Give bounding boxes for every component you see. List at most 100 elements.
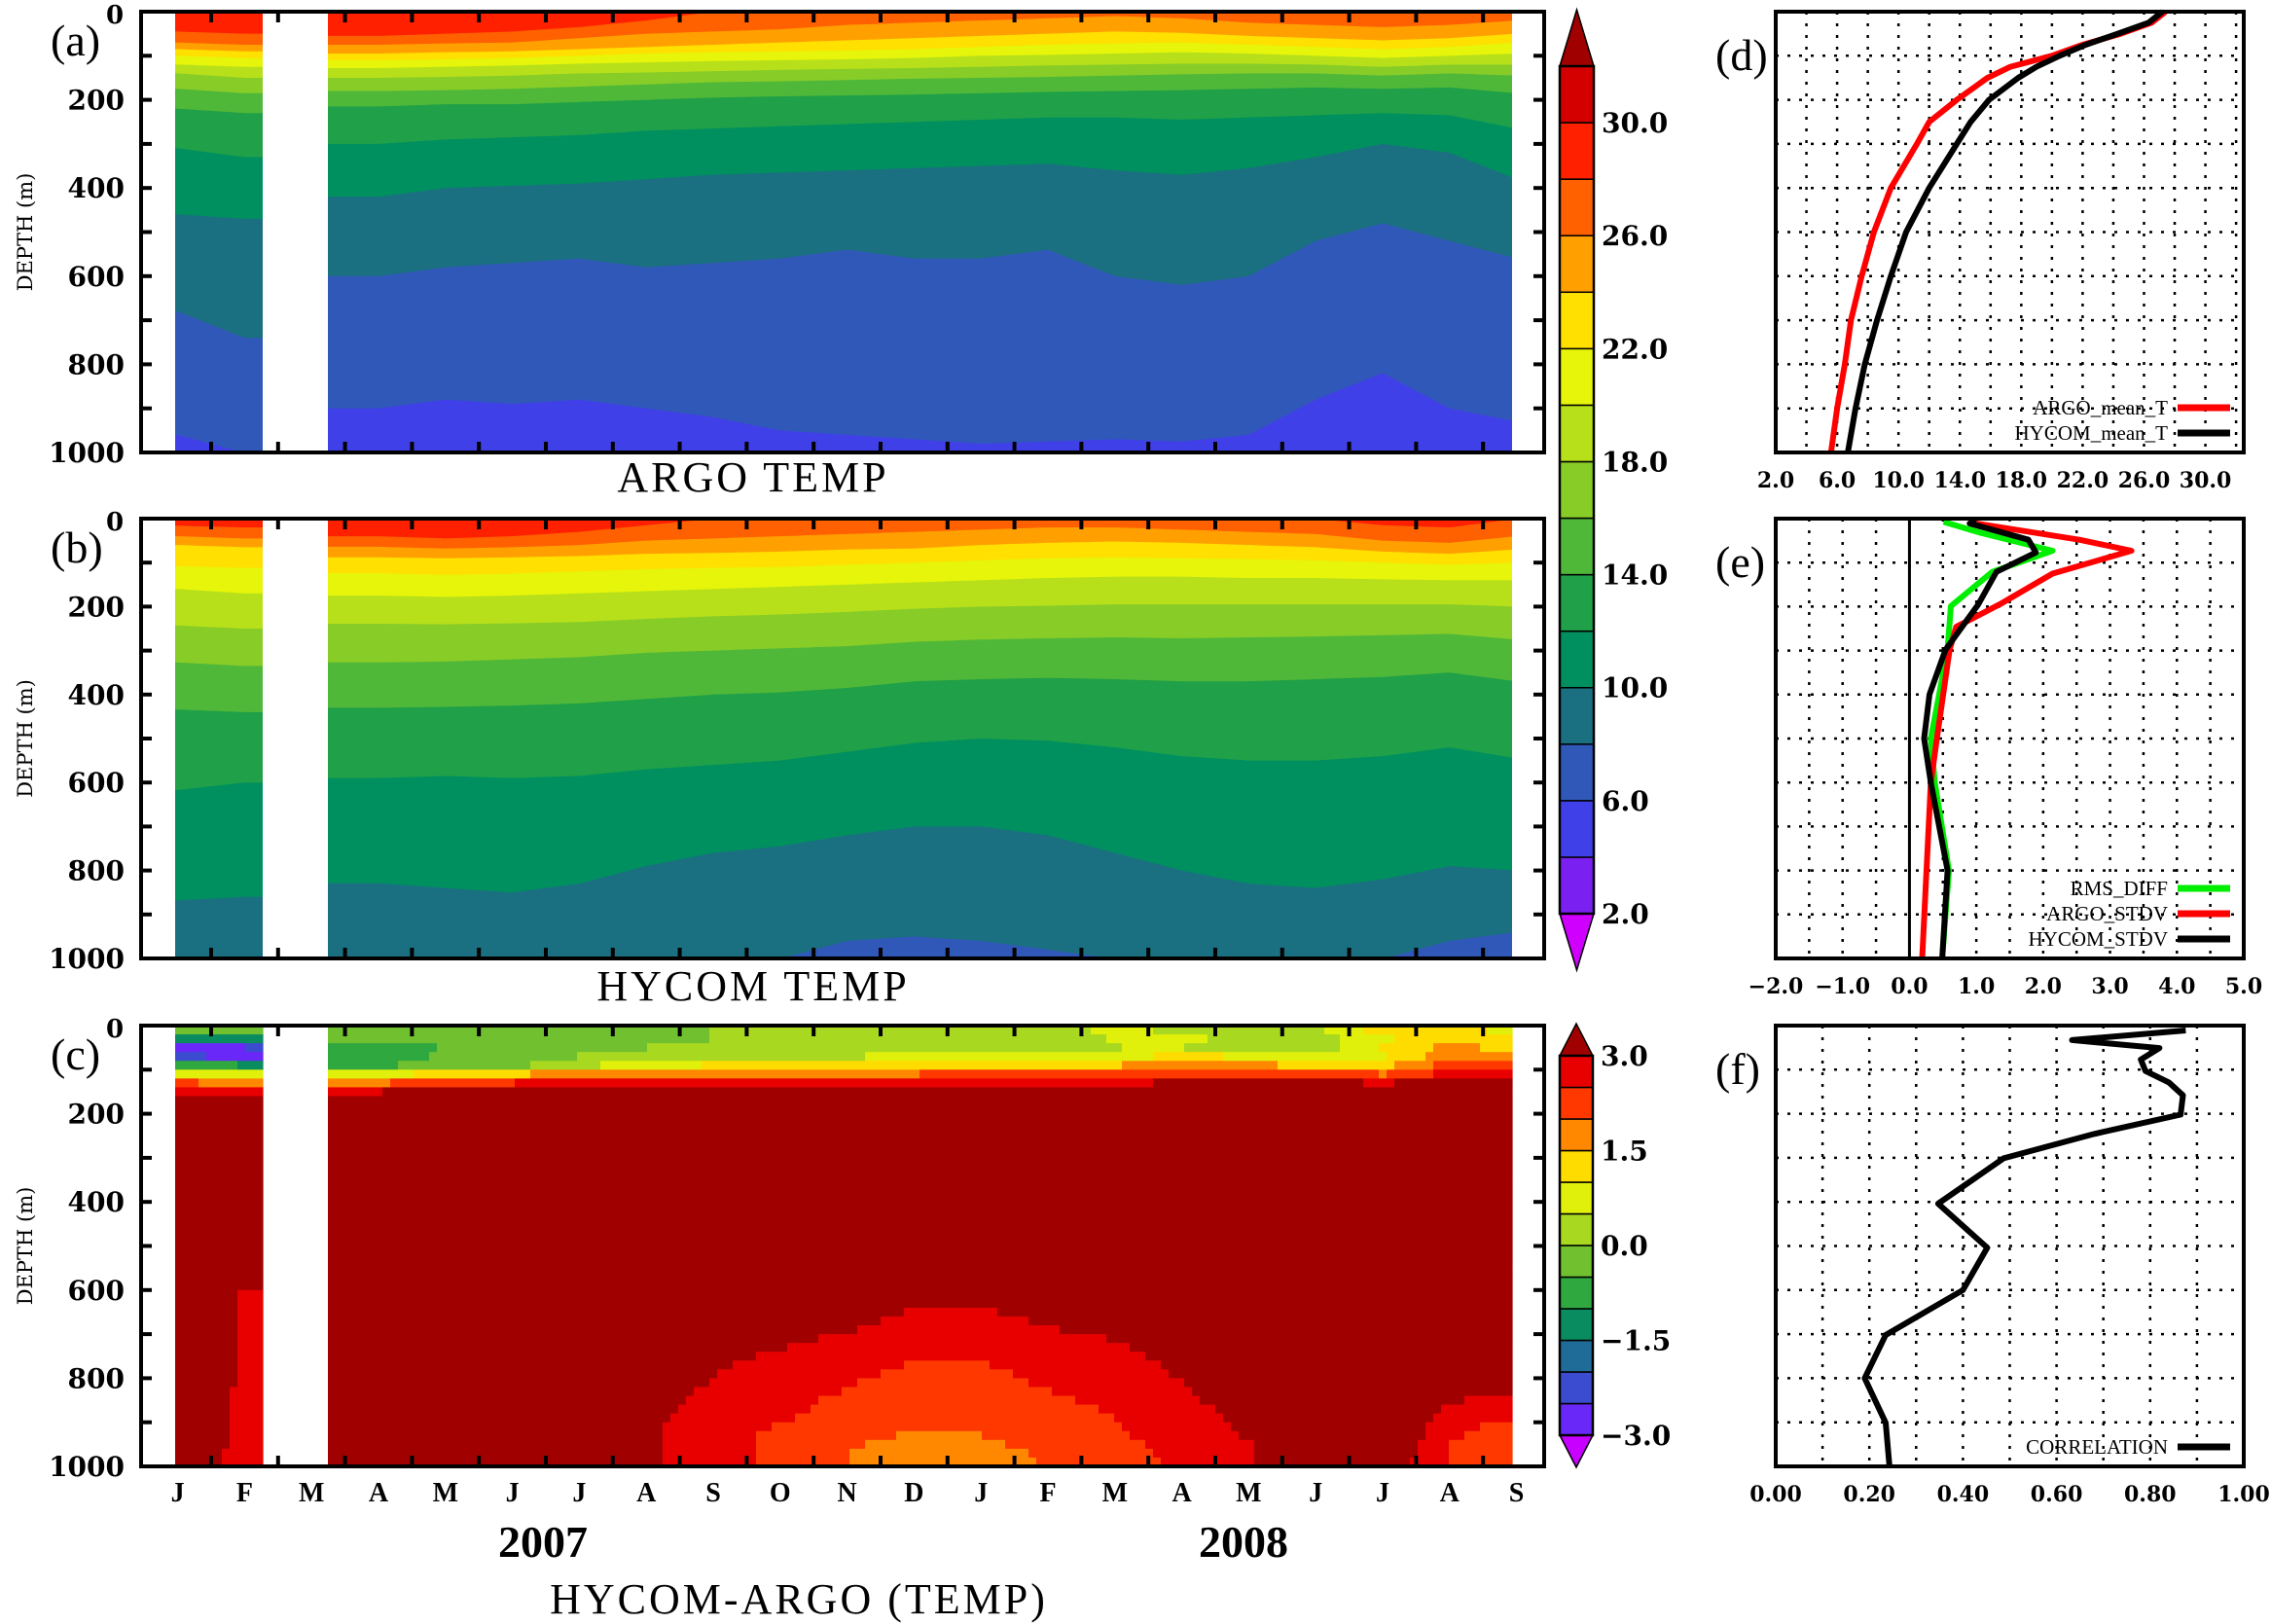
diff-cell [460, 1272, 469, 1282]
diff-cell [593, 1228, 601, 1239]
diff-cell [943, 1228, 952, 1239]
diff-cell [974, 1148, 983, 1159]
diff-cell [546, 1439, 555, 1450]
diff-cell [198, 1457, 207, 1467]
diff-cell [351, 1122, 360, 1133]
diff-cell [253, 1422, 262, 1432]
diff-cell [507, 1281, 516, 1291]
diff-cell [670, 1413, 679, 1424]
diff-cell [491, 1298, 500, 1309]
diff-cell [206, 1122, 215, 1133]
diff-cell [460, 1395, 469, 1406]
diff-cell [982, 1237, 991, 1247]
diff-cell [694, 1378, 703, 1389]
diff-cell [740, 1043, 749, 1053]
diff-cell [873, 1078, 882, 1089]
diff-cell [655, 1096, 664, 1106]
diff-cell [974, 1316, 983, 1326]
diff-cell [787, 1210, 796, 1220]
diff-cell [491, 1052, 500, 1062]
diff-cell [756, 1069, 765, 1079]
diff-cell [974, 1395, 983, 1406]
diff-cell [951, 1043, 959, 1053]
diff-cell [460, 1034, 469, 1044]
diff-cell [375, 1281, 383, 1291]
diff-cell [460, 1122, 469, 1133]
diff-cell [491, 1316, 500, 1326]
diff-cell [523, 1175, 531, 1185]
diff-cell [214, 1139, 223, 1150]
diff-cell [826, 1228, 835, 1239]
diff-cell [382, 1034, 391, 1044]
diff-cell [631, 1369, 640, 1379]
diff-cell [795, 1052, 804, 1062]
diff-cell [904, 1378, 913, 1389]
diff-cell [476, 1334, 485, 1344]
diff-cell [857, 1263, 866, 1274]
diff-cell [336, 1069, 344, 1079]
diff-cell [445, 1422, 453, 1432]
diff-cell [175, 1228, 184, 1239]
diff-cell [881, 1387, 889, 1397]
diff-cell [538, 1052, 547, 1062]
diff-cell [811, 1175, 819, 1185]
diff-cell [608, 1043, 617, 1053]
diff-cell [406, 1069, 415, 1079]
diff-cell [896, 1369, 905, 1379]
diff-cell [740, 1078, 749, 1089]
diff-cell [873, 1175, 882, 1185]
diff-cell [523, 1360, 531, 1370]
diff-cell [367, 1413, 376, 1424]
diff-cell [222, 1245, 231, 1256]
diff-cell [958, 1122, 967, 1133]
diff-cell [452, 1298, 461, 1309]
diff-cell [507, 1087, 516, 1098]
diff-cell [951, 1052, 959, 1062]
diff-cell [206, 1316, 215, 1326]
diff-cell [951, 1202, 959, 1211]
diff-cell [990, 1113, 998, 1124]
diff-cell [484, 1157, 492, 1168]
diff-cell [849, 1096, 858, 1106]
diff-cell [569, 1289, 578, 1300]
diff-cell [561, 1378, 570, 1389]
diff-cell [826, 1422, 835, 1432]
diff-cell [523, 1448, 531, 1459]
diff-cell [678, 1272, 687, 1282]
diff-cell [237, 1343, 246, 1353]
diff-cell [554, 1061, 562, 1070]
diff-cell [390, 1272, 399, 1282]
diff-cell [702, 1439, 710, 1450]
diff-cell [958, 1034, 967, 1044]
diff-cell [390, 1087, 399, 1098]
diff-cell [982, 1281, 991, 1291]
diff-cell [616, 1360, 625, 1370]
diff-cell [183, 1026, 192, 1035]
diff-cell [406, 1360, 415, 1370]
diff-cell [990, 1184, 998, 1194]
diff-cell [702, 1148, 710, 1159]
diff-cell [406, 1139, 415, 1150]
diff-cell [484, 1193, 492, 1203]
diff-cell [795, 1422, 804, 1432]
diff-cell [554, 1448, 562, 1459]
diff-cell [694, 1166, 703, 1176]
diff-cell [561, 1352, 570, 1361]
diff-cell [748, 1210, 757, 1220]
diff-cell [515, 1369, 523, 1379]
diff-cell [974, 1034, 983, 1044]
diff-cell [328, 1148, 337, 1159]
diff-cell [958, 1430, 967, 1441]
diff-cell [748, 1387, 757, 1397]
diff-cell [452, 1360, 461, 1370]
diff-cell [779, 1219, 788, 1229]
diff-cell [245, 1034, 254, 1044]
diff-cell [445, 1087, 453, 1098]
diff-cell [982, 1078, 991, 1089]
diff-cell [530, 1334, 539, 1344]
diff-cell [865, 1281, 874, 1291]
diff-cell [328, 1122, 337, 1133]
diff-cell [639, 1404, 648, 1415]
diff-cell [826, 1069, 835, 1079]
diff-cell [857, 1422, 866, 1432]
